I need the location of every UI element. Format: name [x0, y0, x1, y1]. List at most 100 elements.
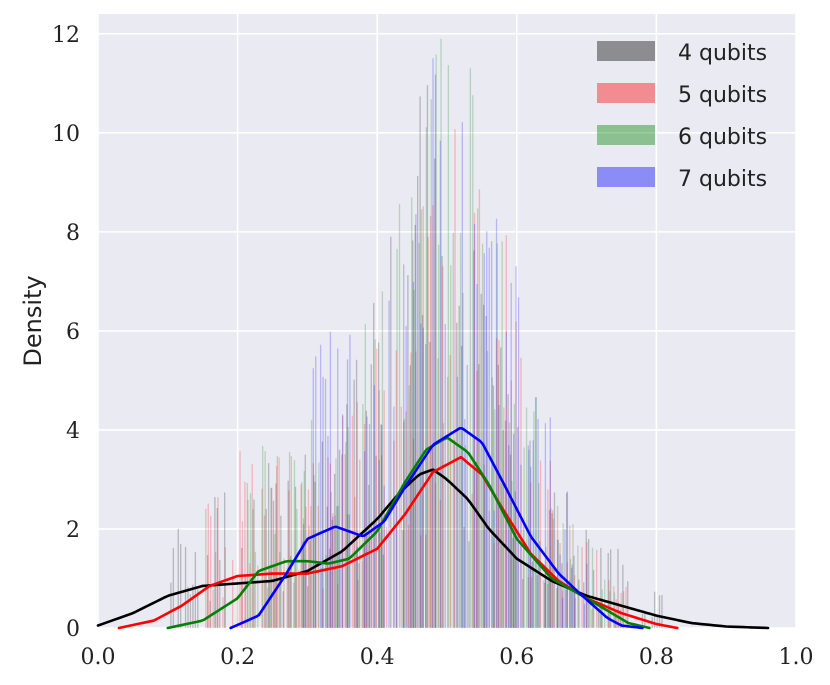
histogram-bar — [583, 582, 585, 628]
legend-swatch — [597, 167, 655, 187]
histogram-bar — [327, 457, 329, 628]
histogram-bar — [212, 589, 214, 628]
histogram-bar — [261, 488, 263, 628]
histogram-bar — [505, 331, 507, 628]
histogram-bar — [476, 370, 478, 628]
histogram-bar — [270, 487, 272, 628]
histogram-bar — [512, 537, 514, 628]
histogram-bar — [170, 582, 172, 628]
histogram-bar — [471, 493, 473, 628]
kde-curve-6-qubits — [166, 436, 651, 630]
histogram-bar — [324, 378, 327, 628]
histogram-bar — [552, 510, 554, 628]
histogram-bar — [403, 418, 406, 628]
histogram-bar — [476, 284, 478, 628]
histogram-bar — [172, 547, 175, 628]
histogram-bar — [426, 85, 429, 628]
histogram-bar — [512, 530, 515, 628]
histogram-bar — [478, 189, 481, 629]
histogram-bar — [480, 293, 482, 628]
histogram-bar — [589, 603, 591, 628]
histogram-bar — [339, 553, 341, 628]
histogram-bar — [206, 555, 209, 628]
histogram-bar — [376, 348, 378, 628]
histogram-bar — [366, 536, 368, 628]
histogram-bar — [550, 508, 552, 628]
histogram-bar — [319, 344, 322, 628]
histogram-bar — [300, 484, 302, 628]
histogram-bar — [356, 402, 358, 628]
histogram-5-qubits — [205, 129, 627, 629]
histogram-bar — [569, 558, 572, 628]
kde-curves — [96, 426, 770, 630]
histogram-bar — [527, 577, 529, 628]
histogram-bar — [599, 599, 601, 628]
histogram-bar — [405, 326, 407, 628]
histogram-bar — [272, 500, 275, 628]
histogram-bar — [273, 565, 275, 628]
histogram-bar — [449, 355, 451, 628]
histogram-bar — [232, 560, 234, 628]
histogram-bar — [373, 385, 376, 628]
histogram-bar — [371, 526, 373, 628]
histogram-bar — [247, 499, 249, 628]
histogram-bar — [439, 499, 442, 628]
histogram-bar — [313, 475, 315, 628]
y-tick-label: 4 — [66, 419, 80, 444]
histogram-bar — [547, 580, 550, 628]
histogram-bar — [498, 339, 500, 628]
histogram-bar — [337, 348, 339, 628]
histogram-bar — [271, 487, 273, 628]
histogram-bar — [312, 368, 314, 628]
histogram-bar — [566, 492, 568, 628]
histogram-bar — [244, 575, 247, 628]
y-tick-label: 6 — [66, 320, 80, 345]
histogram-bar — [415, 214, 417, 628]
histogram-bar — [308, 525, 310, 628]
histogram-bar — [305, 562, 307, 628]
histogram-bar — [530, 466, 532, 628]
histogram-bar — [561, 597, 564, 628]
x-tick-label: 0.0 — [81, 645, 116, 670]
histogram-bar — [322, 376, 324, 628]
histogram-bar — [321, 441, 324, 628]
histogram-bar — [542, 580, 545, 628]
histogram-bar — [496, 243, 498, 628]
histogram-bar — [385, 526, 388, 628]
histogram-bar — [447, 376, 449, 628]
histogram-bar — [402, 530, 404, 628]
histogram-bar — [189, 594, 192, 628]
histogram-bar — [377, 342, 380, 628]
histogram-bar — [329, 548, 331, 628]
histogram-bar — [246, 483, 249, 628]
histogram-bar — [507, 394, 509, 628]
histogram-bar — [473, 250, 475, 628]
histogram-bar — [434, 158, 436, 628]
histogram-bar — [354, 551, 357, 628]
histogram-bar — [460, 345, 463, 628]
histogram-bar — [534, 397, 537, 628]
histogram-bar — [353, 379, 355, 628]
histogram-bar — [622, 591, 625, 628]
y-tick-label: 12 — [52, 23, 80, 48]
histogram-bar — [338, 449, 341, 628]
histogram-bar — [432, 205, 434, 629]
histogram-bar — [442, 266, 444, 628]
histogram-bar — [552, 518, 555, 628]
legend-label: 4 qubits — [678, 41, 767, 66]
x-tick-label: 0.8 — [639, 645, 674, 670]
histogram-bar — [491, 377, 494, 628]
histogram-bar — [219, 560, 221, 628]
y-tick-labels: 0 2 4 6 8 10 12 — [52, 23, 80, 642]
histogram-bar — [544, 566, 547, 628]
histogram-bar — [405, 411, 407, 628]
histogram-bar — [532, 440, 534, 628]
histogram-bar — [422, 206, 424, 628]
histogram-bar — [184, 546, 187, 628]
histogram-bar — [515, 321, 517, 628]
histogram-bar — [351, 415, 354, 628]
histogram-bar — [500, 347, 502, 628]
histogram-bar — [549, 460, 551, 628]
histogram-bar — [329, 463, 332, 628]
